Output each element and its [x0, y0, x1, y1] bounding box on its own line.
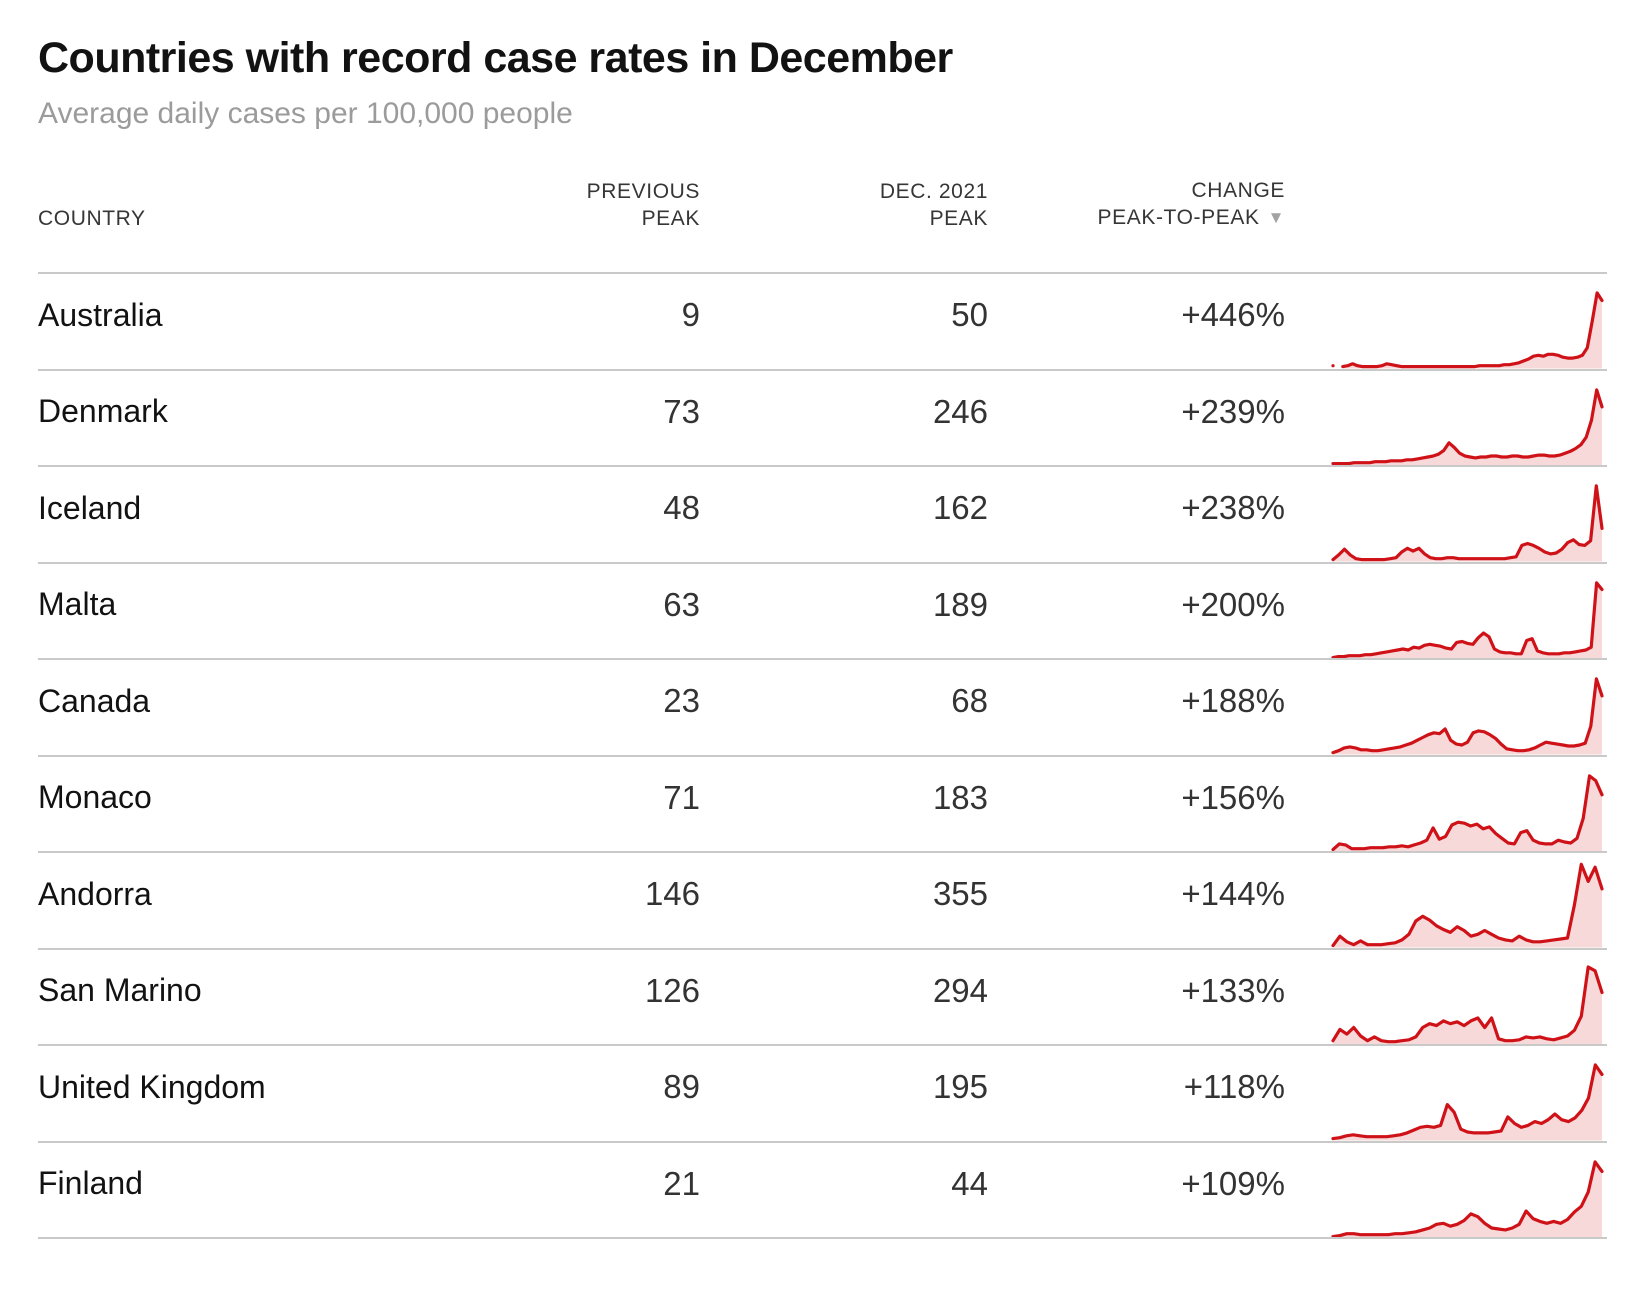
table-row: Finland 21 44 +109%: [38, 1140, 1607, 1237]
table-row: Andorra 146 355 +144%: [38, 851, 1607, 948]
page-subtitle: Average daily cases per 100,000 people: [38, 97, 573, 130]
table-row: Denmark 73 246 +239%: [38, 368, 1607, 465]
previous-peak-cell: 89: [663, 1068, 700, 1106]
country-cell: Iceland: [38, 489, 142, 526]
previous-peak-cell: 23: [663, 682, 700, 720]
sparkline-cell: [1285, 660, 1607, 755]
column-header-dec-2021-peak[interactable]: DEC. 2021 PEAK: [700, 178, 988, 232]
sparkline-cell: [1285, 1046, 1607, 1141]
dec-2021-peak-cell: 189: [932, 585, 988, 623]
country-cell: Denmark: [38, 393, 168, 430]
sparkline-chart: [1331, 291, 1604, 369]
sparkline-chart: [1331, 1159, 1604, 1237]
sparkline-cell: [1285, 564, 1607, 658]
change-cell: +188%: [1181, 682, 1285, 720]
sparkline-cell: [1285, 274, 1607, 369]
previous-peak-cell: 63: [663, 585, 700, 623]
sparkline-chart: [1331, 387, 1604, 465]
change-cell: +200%: [1181, 585, 1285, 623]
country-cell: Malta: [38, 586, 117, 623]
table-body: Australia 9 50 +446% Denmark 73 246 +239% Icelan…: [38, 272, 1607, 1239]
table-row: Australia 9 50 +446%: [38, 272, 1607, 369]
dec-2021-peak-cell: 355: [932, 875, 988, 913]
sort-descending-icon[interactable]: ▼: [1267, 208, 1285, 227]
previous-peak-cell: 21: [663, 1164, 700, 1202]
sparkline-chart: [1331, 580, 1604, 658]
sparkline-chart: [1331, 964, 1604, 1044]
sparkline-chart: [1331, 677, 1604, 755]
page-title: Countries with record case rates in Dece…: [38, 34, 953, 82]
change-cell: +238%: [1181, 489, 1285, 527]
column-header-label-line2: PEAK-TO-PEAK ▼: [988, 204, 1285, 232]
column-header-change-peak-to-peak[interactable]: CHANGE PEAK-TO-PEAK ▼: [988, 177, 1285, 232]
table-row: Malta 63 189 +200%: [38, 561, 1607, 658]
sparkline-cell: [1285, 371, 1607, 465]
sparkline-chart: [1331, 862, 1604, 948]
country-cell: Andorra: [38, 875, 152, 912]
column-header-label: PREVIOUS: [586, 180, 700, 203]
column-header-label: PEAK: [641, 207, 700, 230]
sparkline-cell: [1285, 467, 1607, 562]
change-cell: +156%: [1181, 778, 1285, 816]
table-row: United Kingdom 89 195 +118%: [38, 1044, 1607, 1141]
change-cell: +239%: [1181, 392, 1285, 430]
previous-peak-cell: 48: [663, 489, 700, 527]
change-cell: +446%: [1181, 296, 1285, 334]
dec-2021-peak-cell: 183: [932, 778, 988, 816]
sparkline-cell: [1285, 853, 1607, 948]
country-cell: Finland: [38, 1165, 143, 1202]
country-cell: United Kingdom: [38, 1068, 266, 1105]
change-cell: +133%: [1181, 971, 1285, 1009]
dec-2021-peak-cell: 162: [932, 489, 988, 527]
dec-2021-peak-cell: 195: [932, 1068, 988, 1106]
country-cell: San Marino: [38, 972, 202, 1009]
column-header-previous-peak[interactable]: PREVIOUS PEAK: [438, 178, 700, 232]
previous-peak-cell: 73: [663, 392, 700, 430]
column-header-label: PEAK: [929, 207, 988, 230]
table-header-row: COUNTRY PREVIOUS PEAK DEC. 2021 PEAK CHA…: [38, 177, 1607, 272]
table-row: Iceland 48 162 +238%: [38, 465, 1607, 562]
column-header-label: CHANGE: [1191, 179, 1285, 202]
table-row: San Marino 126 294 +133%: [38, 947, 1607, 1044]
sparkline-cell: [1285, 757, 1607, 851]
sparkline-chart: [1331, 484, 1604, 562]
column-header-label: PEAK-TO-PEAK: [1097, 206, 1260, 229]
column-header-label: COUNTRY: [38, 207, 146, 230]
column-header-label: DEC. 2021: [879, 180, 988, 203]
previous-peak-cell: 9: [681, 296, 700, 334]
dec-2021-peak-cell: 246: [932, 392, 988, 430]
change-cell: +144%: [1181, 875, 1285, 913]
previous-peak-cell: 71: [663, 778, 700, 816]
sparkline-cell: [1285, 1143, 1607, 1237]
previous-peak-cell: 126: [644, 971, 700, 1009]
sparkline-chart: [1331, 1063, 1604, 1141]
sparkline-chart: [1331, 773, 1604, 851]
dec-2021-peak-cell: 294: [932, 971, 988, 1009]
table-row: Canada 23 68 +188%: [38, 658, 1607, 755]
previous-peak-cell: 146: [644, 875, 700, 913]
sparkline-cell: [1285, 950, 1607, 1044]
dec-2021-peak-cell: 44: [951, 1164, 988, 1202]
country-cell: Canada: [38, 682, 151, 719]
country-cell: Monaco: [38, 779, 152, 816]
dec-2021-peak-cell: 68: [951, 682, 988, 720]
column-header-country[interactable]: COUNTRY: [38, 205, 438, 232]
change-cell: +118%: [1183, 1068, 1285, 1106]
table-row: Monaco 71 183 +156%: [38, 754, 1607, 851]
dec-2021-peak-cell: 50: [951, 296, 988, 334]
country-cell: Australia: [38, 296, 163, 333]
change-cell: +109%: [1181, 1164, 1285, 1202]
